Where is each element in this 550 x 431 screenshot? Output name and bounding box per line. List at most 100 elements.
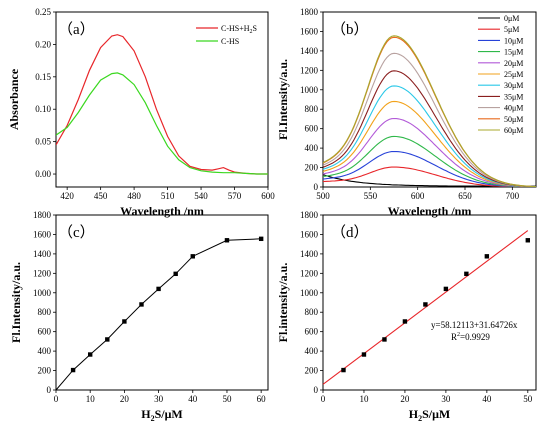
y-tick-label: 200: [38, 366, 52, 376]
series-line-40um: [323, 52, 536, 187]
x-tick-label: 510: [161, 191, 175, 201]
panel-label: （d）: [331, 224, 369, 241]
y-tick-label: 1400: [300, 249, 319, 259]
y-tick-label: 1400: [300, 46, 319, 56]
y-tick-label: 200: [305, 366, 319, 376]
y-axis-label: Fl.intensity/a.u.: [276, 263, 290, 343]
series-line: [55, 238, 262, 391]
y-tick-label: 1800: [33, 210, 52, 220]
y-tick-label: 400: [38, 346, 52, 356]
x-tick-label: 10: [359, 394, 369, 404]
data-point: [464, 271, 469, 277]
y-axis-label: Fl.Intensity/a.u.: [276, 59, 290, 140]
y-tick-label: 400: [305, 346, 319, 356]
x-tick-label: 0: [54, 394, 59, 404]
legend-entry: C-HS+H2S: [221, 24, 257, 35]
x-tick-label: 30: [154, 394, 164, 404]
y-tick-label: 800: [305, 104, 319, 114]
data-point: [382, 337, 387, 342]
legend-entry: 50μM: [504, 115, 523, 124]
x-tick-label: 20: [120, 394, 130, 404]
y-tick-label: 1800: [300, 7, 319, 17]
y-tick-label: 0.25: [35, 7, 51, 17]
x-tick-label: 20: [400, 394, 410, 404]
x-tick-label: 700: [506, 191, 520, 201]
series-line-35um: [323, 70, 536, 187]
y-tick-label: 1400: [33, 249, 52, 259]
legend-entry: 10μM: [504, 36, 523, 45]
y-axis-label: Fl.Intensity/a.u.: [9, 262, 23, 343]
y-tick-label: 1200: [300, 65, 319, 75]
legend-entry: 15μM: [504, 48, 523, 57]
y-tick-label: 0.20: [35, 39, 51, 49]
panel-label: （b）: [331, 21, 369, 38]
series-line-20um: [323, 117, 536, 187]
plot-frame: [322, 11, 537, 188]
legend-entry: 40μM: [504, 104, 523, 113]
data-point: [402, 319, 408, 324]
y-tick-label: 600: [305, 327, 319, 337]
series-line-25um: [323, 100, 536, 187]
y-tick-label: 0: [47, 385, 52, 395]
legend-entry: 30μM: [504, 81, 523, 90]
data-point: [341, 367, 346, 373]
x-tick-label: 40: [188, 394, 198, 404]
panel-label: （a）: [58, 21, 95, 38]
legend-entry: C-HS: [221, 37, 239, 46]
y-tick-label: 1600: [300, 229, 319, 239]
data-point: [87, 352, 93, 357]
data-point: [258, 236, 264, 242]
legend-entry: 25μM: [504, 70, 523, 79]
panel-b-emission-chart: 500 550 600 650 700 0 200 400 600 800 1000 1200 1400…: [276, 7, 537, 218]
x-tick-label: 40: [482, 394, 492, 404]
legend-entry: 60μM: [504, 126, 523, 135]
panel-d-linear-fit-chart: 0 10 20 30 40 50 0 200 400 600 800 1000 1200 1400 1600…: [276, 210, 537, 423]
y-tick-label: 0: [314, 182, 319, 192]
y-tick-label: 1000: [33, 288, 52, 298]
series-line-c-hs: [56, 72, 268, 175]
x-tick-label: 540: [194, 191, 208, 201]
panel-label: （c）: [58, 224, 95, 241]
x-tick-label: 550: [364, 191, 378, 201]
y-tick-label: 600: [38, 327, 52, 337]
y-tick-label: 0: [314, 385, 319, 395]
y-tick-label: 1200: [300, 268, 319, 278]
x-tick-label: 650: [458, 191, 472, 201]
y-tick-label: 1200: [33, 268, 52, 278]
panel-c-intensity-vs-h2s-chart: 0 10 20 30 40 50 60020040060080010001200140016…: [9, 210, 269, 423]
x-axis-label: H2S/μM: [409, 407, 450, 423]
legend-entry: 20μM: [504, 59, 523, 68]
series-line-c-hs-h2s: [56, 34, 268, 175]
data-point: [484, 254, 490, 259]
x-tick-label: 500: [316, 191, 330, 201]
series-line-10um: [323, 150, 536, 187]
plot-frame: [55, 11, 269, 188]
data-point: [443, 286, 449, 292]
data-point: [190, 254, 195, 259]
y-tick-label: 800: [305, 307, 319, 317]
series-line-5um: [323, 166, 536, 187]
legend-entry: 0μM: [504, 14, 519, 23]
y-tick-label: 1600: [300, 26, 319, 36]
y-tick-label: 0.05: [35, 137, 51, 147]
x-tick-label: 0: [321, 394, 326, 404]
data-point: [156, 286, 161, 292]
x-tick-label: 50: [523, 394, 533, 404]
x-axis-label: Wavelength /nm: [388, 204, 472, 218]
x-axis-label: H2S/μM: [141, 407, 182, 423]
data-point: [525, 238, 531, 243]
x-tick-label: 10: [86, 394, 96, 404]
x-tick-label: 600: [261, 191, 275, 201]
data-point: [173, 271, 178, 277]
data-point: [70, 367, 76, 373]
y-axis-label: Absorbance: [7, 68, 21, 130]
x-tick-label: 480: [127, 191, 141, 201]
fit-line: [322, 230, 529, 385]
data-point: [423, 302, 428, 307]
y-tick-label: 0.10: [35, 104, 51, 114]
legend-entry: 5μM: [504, 25, 519, 34]
plot-frame: [55, 214, 269, 391]
x-tick-label: 570: [228, 191, 242, 201]
x-tick-label: 50: [222, 394, 232, 404]
